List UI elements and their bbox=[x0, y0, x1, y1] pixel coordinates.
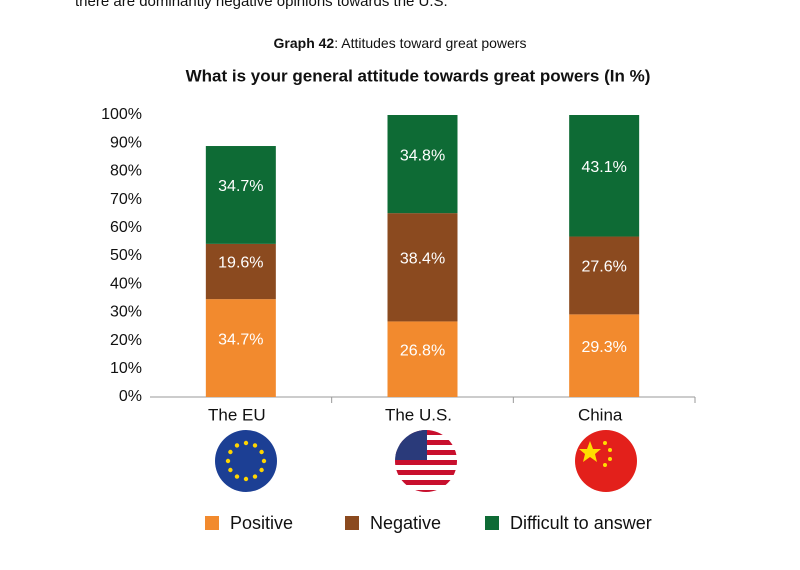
bar-segment bbox=[387, 213, 458, 322]
y-tick-label: 0% bbox=[119, 388, 142, 405]
value-label: 26.8% bbox=[400, 342, 445, 359]
y-tick-label: 100% bbox=[101, 106, 142, 123]
flags bbox=[215, 430, 637, 492]
value-label: 34.7% bbox=[218, 331, 263, 348]
y-tick-label: 90% bbox=[110, 134, 142, 151]
y-tick-label: 50% bbox=[110, 247, 142, 264]
x-tick-label: The EU bbox=[208, 405, 266, 424]
us-flag bbox=[395, 430, 457, 492]
legend-label: Positive bbox=[230, 513, 293, 533]
value-label: 43.1% bbox=[581, 159, 626, 176]
value-label: 19.6% bbox=[218, 255, 263, 272]
x-tick-label: The U.S. bbox=[385, 405, 452, 424]
value-label: 38.4% bbox=[400, 250, 445, 267]
x-tick-label: China bbox=[578, 405, 623, 424]
bar-segment bbox=[205, 243, 276, 300]
value-label: 29.3% bbox=[581, 339, 626, 356]
y-tick-label: 60% bbox=[110, 219, 142, 236]
bar-segment bbox=[387, 115, 458, 214]
caption-label: Graph 42 bbox=[274, 35, 335, 51]
eu-flag bbox=[215, 430, 277, 492]
legend-swatch bbox=[205, 516, 219, 530]
legend-swatch bbox=[485, 516, 499, 530]
bar-segment bbox=[387, 321, 458, 397]
y-tick-label: 80% bbox=[110, 163, 142, 180]
bar-segment bbox=[205, 146, 276, 244]
legend-swatch bbox=[345, 516, 359, 530]
value-label: 27.6% bbox=[581, 259, 626, 276]
y-tick-label: 70% bbox=[110, 191, 142, 208]
y-tick-label: 10% bbox=[110, 360, 142, 377]
chart-title: What is your general attitude towards gr… bbox=[186, 66, 651, 85]
legend-label: Difficult to answer bbox=[510, 513, 652, 533]
y-tick-label: 40% bbox=[110, 275, 142, 292]
china-flag bbox=[575, 430, 637, 492]
intro-text: there are dominantly negative opinions t… bbox=[75, 0, 448, 10]
legend-label: Negative bbox=[370, 513, 441, 533]
value-label: 34.8% bbox=[400, 147, 445, 164]
bar-segment bbox=[205, 299, 276, 397]
value-label: 34.7% bbox=[218, 178, 263, 195]
y-tick-label: 30% bbox=[110, 304, 142, 321]
caption: Graph 42: Attitudes toward great powers bbox=[274, 35, 527, 51]
bar-segment bbox=[569, 314, 640, 397]
bar-segment bbox=[569, 115, 640, 237]
caption-text: : Attitudes toward great powers bbox=[334, 35, 526, 51]
bar-segment bbox=[569, 236, 640, 315]
y-tick-label: 20% bbox=[110, 332, 142, 349]
